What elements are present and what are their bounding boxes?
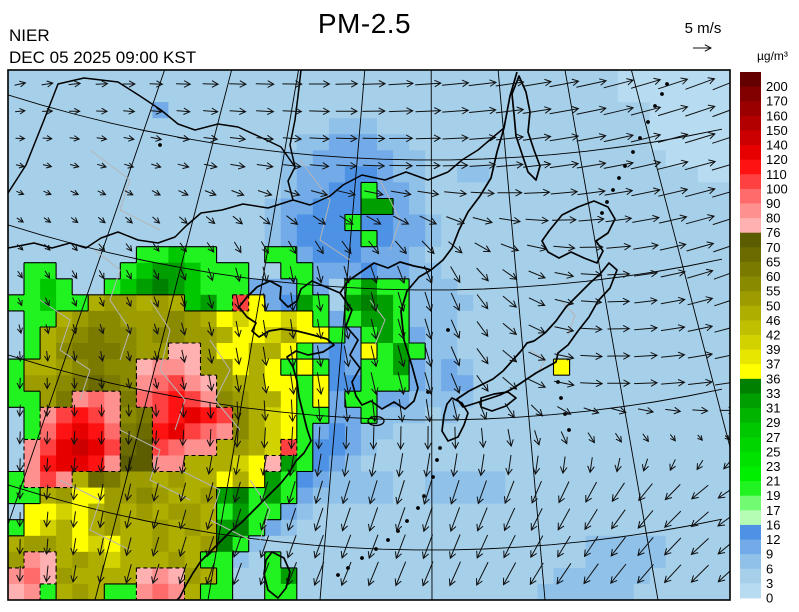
legend-tick-label: 3 [766,576,773,591]
legend-color-segment [740,393,761,409]
legend-color-segment [740,232,761,248]
legend-color-segment [740,276,761,292]
legend-tick-label: 33 [766,386,780,401]
legend-color-segment [740,174,761,190]
legend-tick-label: 90 [766,196,780,211]
legend-tick-label: 21 [766,474,780,489]
legend-tick-label: 46 [766,313,780,328]
datetime-label: DEC 05 2025 09:00 KST [9,48,197,67]
legend-tick-label: 16 [766,517,780,532]
legend-color-segment [740,261,761,277]
legend-color-segment [740,247,761,263]
legend-tick-label: 42 [766,328,780,343]
legend-tick-label: 50 [766,298,780,313]
legend-tick-label: 140 [766,138,788,153]
legend-color-segment [740,72,761,88]
legend-color-segment [740,495,761,511]
country-borders [8,70,505,249]
legend-color-segment [740,583,761,599]
legend-tick-label: 17 [766,503,780,518]
legend-color-segment [740,305,761,321]
legend-color-segment [740,554,761,570]
legend-color-segment [740,466,761,482]
legend-color-segment [740,481,761,497]
legend-color-segment [740,159,761,175]
source-label: NIER [9,26,50,45]
legend-tick-label: 31 [766,401,780,416]
small-islands [158,82,669,577]
wind-arrows [14,77,730,587]
legend-color-segment [740,335,761,351]
map-frame [7,69,731,601]
colorbar-legend: 2001701601501401201101009080767065605550… [740,72,788,606]
legend-unit-label: µg/m³ [757,49,788,63]
legend-color-segment [740,218,761,234]
legend-tick-label: 170 [766,94,788,109]
graticule [8,70,730,600]
legend-color-segment [740,101,761,117]
legend-tick-label: 25 [766,444,780,459]
contour-lines [8,181,571,600]
legend-tick-label: 65 [766,254,780,269]
legend-color-segment [740,349,761,365]
legend-tick-label: 9 [766,547,773,562]
legend-color-segment [740,320,761,336]
legend-color-segment [740,291,761,307]
legend-color-segment [740,145,761,161]
legend-color-segment [740,203,761,219]
legend-color-segment [740,539,761,555]
legend-color-segment [740,510,761,526]
legend-tick-label: 120 [766,152,788,167]
legend-color-segment [740,568,761,584]
legend-color-segment [740,130,761,146]
legend-tick-label: 110 [766,167,787,182]
legend-tick-label: 70 [766,240,780,255]
legend-color-segment [740,422,761,438]
pm25-field-raster [8,70,730,600]
legend-tick-label: 36 [766,371,780,386]
legend-tick-label: 23 [766,459,780,474]
legend-tick-label: 27 [766,430,780,445]
legend-tick-label: 0 [766,591,773,606]
legend-tick-label: 12 [766,532,780,547]
legend-tick-label: 150 [766,123,788,138]
legend-tick-label: 100 [766,181,788,196]
legend-tick-label: 80 [766,211,780,226]
legend-color-segment [740,524,761,540]
legend-tick-label: 200 [766,79,788,94]
legend-tick-label: 37 [766,357,780,372]
province-boundaries [39,149,576,551]
legend-tick-label: 29 [766,415,780,430]
legend-color-segment [740,86,761,102]
legend-tick-label: 160 [766,108,788,123]
legend-tick-label: 6 [766,561,773,576]
legend-color-segment [740,437,761,453]
wind-reference-arrow [693,44,713,52]
legend-tick-label: 19 [766,488,780,503]
legend-color-segment [740,364,761,380]
legend-tick-label: 60 [766,269,780,284]
legend-color-segment [740,115,761,131]
page-title: PM-2.5 [317,8,412,39]
wind-reference-label: 5 m/s [684,20,722,37]
legend-color-segment [740,378,761,394]
legend-tick-label: 55 [766,284,780,299]
legend-tick-label: 76 [766,225,780,240]
legend-color-segment [740,188,761,204]
legend-tick-label: 39 [766,342,780,357]
legend-color-segment [740,451,761,467]
legend-color-segment [740,408,761,424]
